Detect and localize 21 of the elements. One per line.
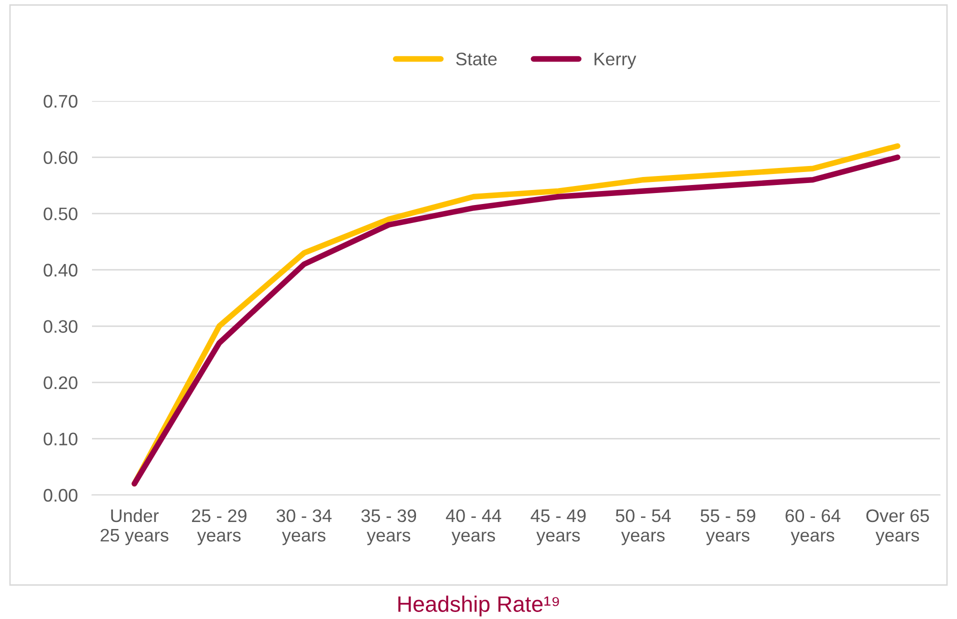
x-tick-label: 60 - 64 years xyxy=(786,509,840,546)
y-tick-label: 0.30 xyxy=(44,320,78,333)
y-tick-label: 0.20 xyxy=(44,376,78,390)
y-tick-label: 0.70 xyxy=(44,94,78,108)
x-tick-label: 40 - 44 years xyxy=(446,509,502,546)
y-tick-label: 0.40 xyxy=(44,264,78,277)
x-tick-label: 45 - 49 years xyxy=(530,509,586,546)
legend-label: Kerry xyxy=(594,52,636,69)
x-tick-label: 35 - 39 years xyxy=(361,509,416,546)
x-tick-label: Over 65 years xyxy=(866,509,929,546)
x-tick-label: 25 - 29 years xyxy=(192,509,246,546)
y-tick-label: 0.00 xyxy=(44,488,78,502)
y-tick-label: 0.10 xyxy=(44,432,78,446)
x-tick-label: Under 25 years xyxy=(100,508,168,546)
x-tick-label: 55 - 59 years xyxy=(700,509,756,546)
x-tick-label: 30 - 34 years xyxy=(276,509,332,546)
text: Headship Rate¹⁹ xyxy=(398,596,559,616)
y-tick-label: 0.60 xyxy=(44,151,78,164)
legend-label: State xyxy=(456,52,497,66)
x-tick-label: 50 - 54 years xyxy=(616,509,671,546)
y-tick-label: 0.50 xyxy=(44,208,78,220)
